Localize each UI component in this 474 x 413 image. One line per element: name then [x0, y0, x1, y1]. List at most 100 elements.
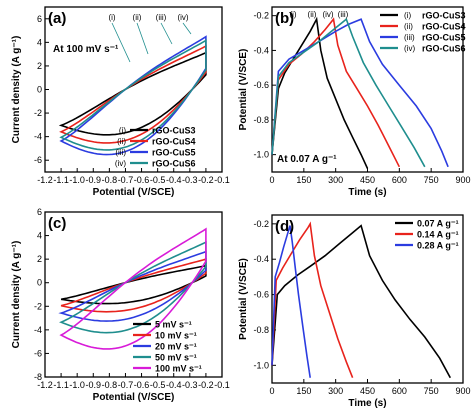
legend-tag: (ii)	[404, 22, 413, 31]
y-axis-label: Current density (A g⁻¹)	[11, 241, 22, 349]
plot-frame	[44, 211, 223, 378]
legend-label: rGO-CuS4	[422, 22, 466, 32]
x-tick-label: 900	[455, 175, 470, 185]
curve-tag-pointer	[111, 22, 131, 63]
x-tick-label: -0.9	[86, 175, 102, 185]
x-tick-label: -0.1	[214, 175, 230, 185]
plot-frame	[271, 214, 464, 384]
curve-tag: (i)	[289, 10, 296, 19]
curve-tag: (iv)	[322, 10, 333, 19]
y-tick-label: -0.2	[253, 219, 269, 229]
x-tick-label: -0.2	[198, 380, 214, 390]
legend-tag: (i)	[119, 126, 126, 135]
panel-label: (c)	[48, 215, 66, 232]
y-tick-label: -6	[34, 155, 42, 165]
legend-label: rGO-CuS5	[152, 148, 196, 158]
panel-a: -1.2 -1.1 -1.0 -0.9 -0.8 -0.7 -0.6 -0.5 -0.4 -0.3…	[11, 6, 230, 198]
x-tick-label: -0.5	[150, 175, 166, 185]
legend-tag: (iv)	[115, 159, 126, 168]
x-tick-label: -0.4	[166, 175, 182, 185]
curve-tag: (iii)	[338, 10, 349, 19]
panel-b: 0 150 300 450 600 750 900 -0.2 -0.4 -0.6 -0.8 -1.0 T…	[238, 6, 471, 198]
x-tick-label: -0.1	[214, 380, 230, 390]
x-axis-label: Potential (V/SCE)	[93, 187, 175, 198]
x-tick-label: 0	[269, 386, 274, 396]
curve-tag: (ii)	[308, 10, 317, 19]
x-tick-label: -0.3	[182, 380, 198, 390]
y-tick-label: -4	[34, 325, 42, 335]
y-tick-label: -0.4	[253, 45, 269, 55]
x-tick-label: -0.4	[166, 380, 182, 390]
y-tick-label: 2	[37, 254, 42, 264]
y-axis-label: Potential (V/SCE)	[238, 258, 249, 340]
legend-label: rGO-CuS3	[152, 126, 196, 136]
curve-tag-pointer	[160, 22, 173, 45]
legend-label: 50 mV s⁻¹	[155, 353, 197, 363]
current-density-annotation: At 0.07 A g⁻¹	[277, 154, 337, 165]
y-tick-label: -0.8	[253, 115, 269, 125]
x-tick-label: 300	[328, 386, 343, 396]
x-tick-label: -0.9	[86, 380, 102, 390]
y-tick-label: 4	[37, 37, 42, 47]
legend-tag: (i)	[404, 11, 411, 20]
x-tick-label: -0.6	[134, 380, 150, 390]
y-tick-label: 6	[37, 14, 42, 24]
x-tick-label: -1.0	[69, 380, 85, 390]
x-tick-label: 0	[269, 175, 274, 185]
legend-label: rGO-CuS4	[152, 137, 196, 147]
y-axis-label: Current density (A g⁻¹)	[11, 36, 22, 144]
x-axis-label: Potential (V/SCE)	[93, 392, 175, 403]
y-tick-label: -0.6	[253, 80, 269, 90]
x-tick-label: -0.6	[134, 175, 150, 185]
y-tick-label: -2	[34, 301, 42, 311]
x-tick-label: -0.8	[102, 380, 118, 390]
x-tick-label: 600	[392, 386, 407, 396]
y-tick-label: -1.0	[253, 360, 269, 370]
x-tick-label: -1.1	[53, 380, 69, 390]
legend-label: rGO-CuS5	[422, 33, 466, 43]
legend-label: rGO-CuS3	[422, 11, 466, 21]
x-tick-label: -0.7	[118, 380, 134, 390]
curve-tag: (ii)	[133, 13, 142, 22]
x-axis-label: Time (s)	[348, 398, 386, 409]
legend-tag: (iii)	[115, 148, 126, 157]
legend-label: 100 mV s⁻¹	[155, 364, 202, 374]
legend-tag: (ii)	[117, 137, 126, 146]
legend-tag: (iii)	[404, 33, 415, 42]
y-tick-label: 0	[37, 85, 42, 95]
y-tick-label: -6	[34, 348, 42, 358]
x-tick-label: -1.2	[37, 380, 53, 390]
panel-label: (d)	[275, 218, 294, 235]
series-line-3	[271, 18, 449, 168]
x-tick-label: 300	[328, 175, 343, 185]
legend-label: 20 mV s⁻¹	[155, 342, 197, 352]
curve-tag: (iii)	[156, 13, 167, 22]
y-tick-label: -0.6	[253, 290, 269, 300]
x-tick-label: 150	[296, 175, 311, 185]
legend-label: 0.28 A g⁻¹	[417, 241, 459, 251]
legend-label: 10 mV s⁻¹	[155, 331, 197, 341]
series-line-4	[59, 39, 207, 151]
legend-label: 0.07 A g⁻¹	[417, 219, 459, 229]
x-tick-label: -0.5	[150, 380, 166, 390]
y-tick-label: 0	[37, 278, 42, 288]
x-tick-label: -1.1	[53, 175, 69, 185]
y-tick-label: -8	[34, 372, 42, 382]
legend-tag: (iv)	[404, 44, 415, 53]
y-tick-label: -0.2	[253, 11, 269, 21]
y-tick-label: -2	[34, 108, 42, 118]
curve-tag-pointer	[182, 22, 192, 35]
curve-tag-pointer	[136, 22, 149, 55]
panel-c: -1.2 -1.1 -1.0 -0.9 -0.8 -0.7 -0.6 -0.5 -0.4 -0.3…	[11, 207, 230, 403]
scan-rate-annotation: At 100 mV s⁻¹	[53, 44, 119, 55]
series-line-2	[271, 221, 354, 378]
x-axis-label: Time (s)	[348, 187, 386, 198]
series-line-1	[271, 224, 452, 379]
series-line-5	[59, 227, 207, 350]
panel-label: (a)	[48, 10, 66, 27]
series-line-1	[271, 16, 369, 169]
panel-label: (b)	[275, 10, 294, 27]
legend-label: rGO-CuS6	[422, 44, 466, 54]
y-tick-label: 4	[37, 231, 42, 241]
